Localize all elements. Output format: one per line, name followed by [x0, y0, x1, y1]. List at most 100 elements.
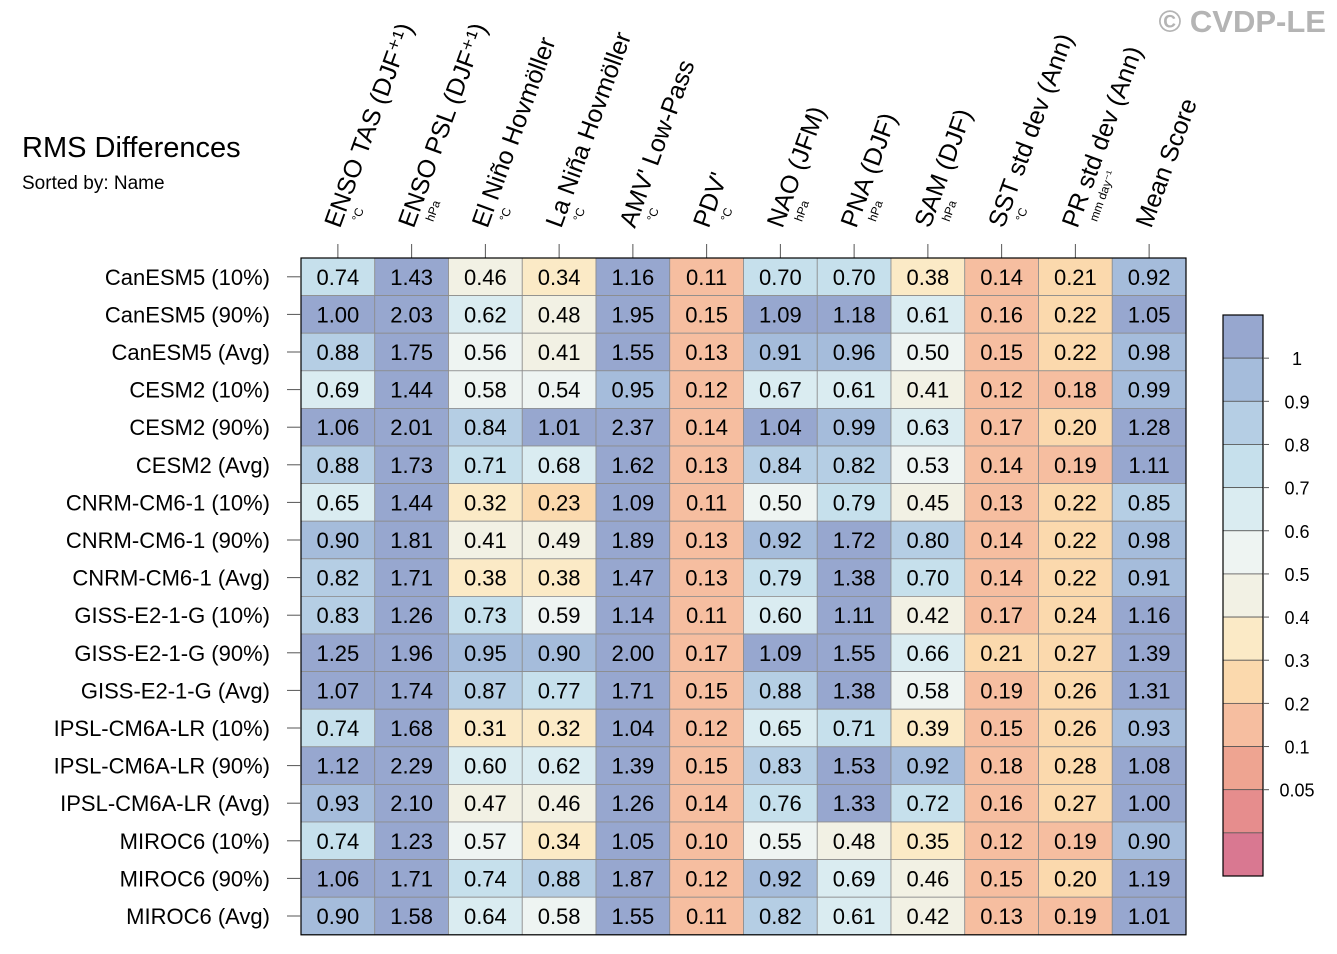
cell-value: 1.72: [833, 528, 876, 553]
cell-value: 2.00: [611, 641, 654, 666]
chart-title: RMS Differences: [22, 132, 241, 164]
cell-value: 0.54: [538, 378, 581, 403]
cell-value: 0.60: [464, 754, 507, 779]
heatmap-cell: [890, 859, 966, 898]
cell-value: 0.15: [685, 302, 728, 327]
row-label: CanESM5 (90%): [105, 302, 270, 327]
heatmap-cell: [964, 896, 1039, 936]
cell-value: 0.92: [759, 528, 802, 553]
heatmap-cell: [816, 295, 892, 334]
heatmap-cell: [1111, 708, 1187, 748]
cell-value: 0.26: [1054, 716, 1097, 741]
heatmap-cell: [669, 859, 744, 898]
colorbar-swatch: [1222, 616, 1264, 661]
heatmap-cell: [890, 821, 966, 860]
heatmap-cell: [374, 332, 449, 372]
colorbar-swatch: [1222, 444, 1264, 489]
cell-value: 1.75: [390, 340, 433, 365]
heatmap-cell: [595, 859, 671, 898]
heatmap-cell: [448, 746, 523, 785]
row-label: IPSL-CM6A-LR (10%): [54, 716, 270, 741]
cell-value: 0.70: [906, 566, 949, 591]
cell-value: 1.04: [611, 716, 654, 741]
cell-value: 1.68: [390, 716, 433, 741]
heatmap-cell: [816, 370, 892, 409]
cell-value: 1.53: [833, 754, 876, 779]
heatmap-cell: [743, 558, 818, 597]
cell-value: 1.39: [1128, 641, 1171, 666]
colorbar-swatch: [1222, 573, 1264, 618]
cell-value: 1.18: [833, 302, 876, 327]
cell-value: 0.22: [1054, 302, 1097, 327]
column-header: NAO (JFM)hPa: [762, 103, 832, 231]
heatmap-cell: [374, 859, 449, 898]
heatmap-cell: [816, 445, 892, 484]
heatmap-cell: [743, 407, 818, 447]
cell-value: 0.27: [1054, 791, 1097, 816]
cell-value: 1.11: [1129, 453, 1170, 478]
cell-value: 0.11: [686, 904, 727, 929]
heatmap-cell: [1038, 370, 1113, 409]
cell-value: 0.38: [538, 566, 581, 591]
colorbar-swatch: [1222, 746, 1264, 791]
cell-value: 0.10: [685, 829, 728, 854]
heatmap-cell: [890, 295, 966, 334]
cell-value: 0.62: [538, 754, 581, 779]
cell-value: 0.49: [538, 528, 581, 553]
heatmap-cell: [1111, 784, 1187, 823]
row-label: CESM2 (Avg): [136, 453, 270, 478]
column-labels: ENSO TAS (DJF⁺¹)°C ENSO PSL (DJF⁺¹)hPa El …: [319, 19, 1203, 258]
cell-value: 0.50: [759, 490, 802, 515]
column-unit: hPa: [865, 198, 886, 223]
colorbar-swatch: [1222, 530, 1264, 575]
heatmap-cell: [743, 708, 818, 748]
cell-value: 0.13: [980, 904, 1023, 929]
cell-value: 1.71: [611, 678, 654, 703]
colorbar-swatch: [1222, 659, 1264, 704]
cell-value: 0.62: [464, 302, 507, 327]
cell-value: 0.11: [686, 265, 727, 290]
column-unit: °C: [644, 206, 662, 224]
column-header: Mean Score: [1130, 95, 1202, 231]
cell-value: 1.71: [390, 866, 433, 891]
heatmap-cell: [669, 746, 744, 785]
cell-value: 0.90: [316, 528, 359, 553]
cell-value: 0.80: [906, 528, 949, 553]
cell-value: 1.58: [390, 904, 433, 929]
colorbar-label: 0.2: [1284, 694, 1309, 714]
cell-value: 0.46: [464, 265, 507, 290]
colorbar-border: [1222, 314, 1264, 877]
heatmap-cell: [1038, 257, 1113, 296]
row-label: IPSL-CM6A-LR (Avg): [60, 791, 270, 816]
colorbar-label: 0.7: [1284, 479, 1309, 499]
row-label: CNRM-CM6-1 (10%): [66, 490, 270, 515]
heatmap-cell: [521, 257, 597, 296]
cell-value: 0.48: [833, 829, 876, 854]
heatmap-cell: [300, 295, 376, 334]
heatmap-cell: [816, 407, 892, 447]
heatmap-cell: [669, 407, 744, 447]
column-unit: hPa: [939, 198, 960, 223]
heatmap-cell: [374, 483, 449, 522]
cell-value: 0.19: [1054, 829, 1097, 854]
cell-value: 0.16: [980, 791, 1023, 816]
heatmap-cell: [669, 896, 744, 936]
cell-value: 0.98: [1128, 528, 1171, 553]
heatmap-cell: [964, 445, 1039, 484]
heatmap-cell: [890, 671, 966, 710]
cell-value: 0.20: [1054, 415, 1097, 440]
row-labels: CanESM5 (10%) CanESM5 (90%) CanESM5 (Avg) C…: [54, 265, 301, 929]
cell-value: 0.88: [759, 678, 802, 703]
heatmap-cell: [1111, 483, 1187, 522]
cell-value: 0.74: [316, 829, 359, 854]
cell-value: 0.95: [611, 378, 654, 403]
heatmap-cell: [521, 520, 597, 560]
cell-value: 0.79: [833, 490, 876, 515]
watermark: © CVDP-LE: [1158, 4, 1326, 39]
heatmap-cell: [669, 558, 744, 597]
cell-value: 0.63: [906, 415, 949, 440]
cell-value: 0.24: [1054, 603, 1097, 628]
cell-value: 0.18: [1054, 378, 1097, 403]
heatmap-cell: [1038, 859, 1113, 898]
